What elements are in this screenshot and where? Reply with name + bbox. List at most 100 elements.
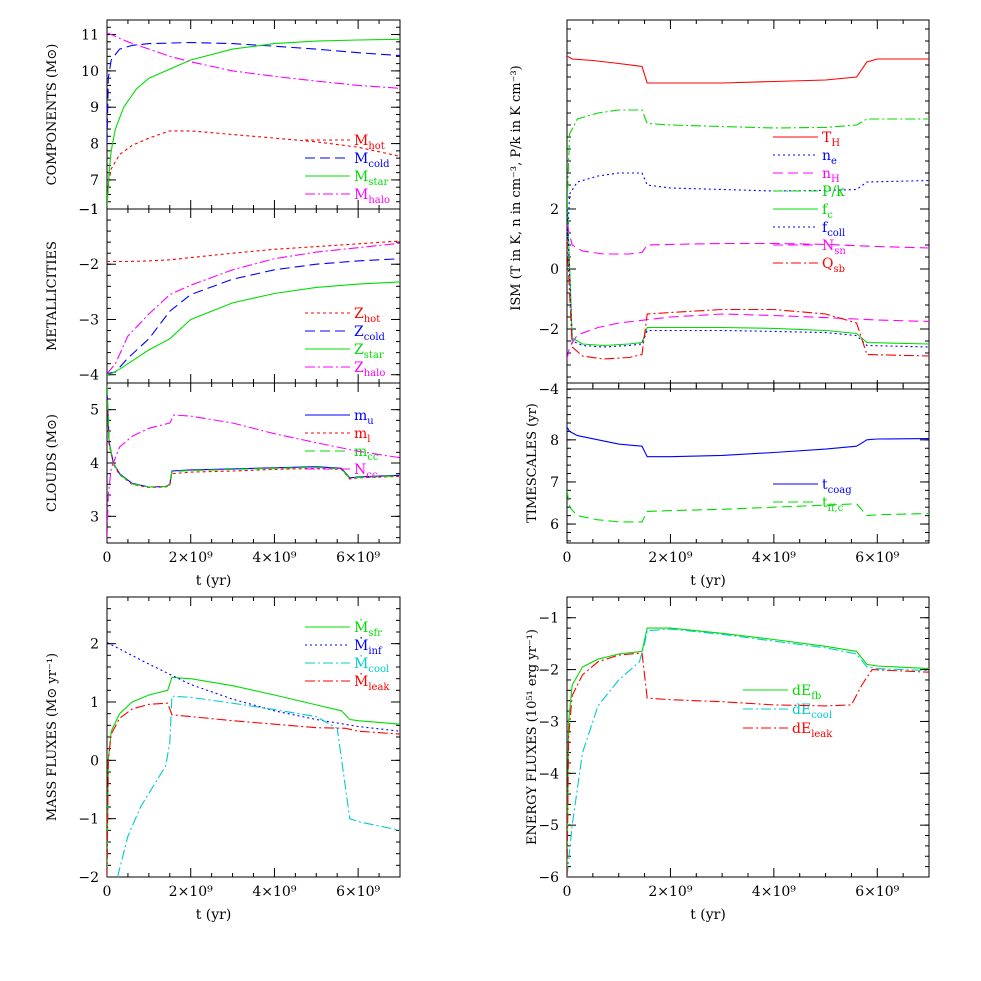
metallicities-legend-entry: Zcold <box>354 324 386 343</box>
ism-ytick-label: 2 <box>550 202 559 218</box>
ism-legend-entry: nH <box>822 166 840 185</box>
energy_fluxes-ytick-label: −6 <box>538 870 559 886</box>
components-panel: 7 8 9 10 11 −1 COMPONENTS (M⊙) MhotMcoldMstarMh… <box>45 19 401 218</box>
energy_fluxes-ytick-label: −3 <box>538 714 559 730</box>
energy_fluxes-ytick-label: −1 <box>538 611 559 627</box>
clouds-legend-entry: ml <box>354 426 370 445</box>
metallicities-ytick-label: −1 <box>78 202 99 218</box>
timescales-legend-entry: tff,c <box>822 495 844 514</box>
components-ytick-label: 9 <box>90 100 99 116</box>
components-ylabel: COMPONENTS (M⊙) <box>45 44 60 186</box>
mass_fluxes-series-mleak <box>107 702 400 877</box>
mass_fluxes-series-mcool <box>116 695 400 877</box>
clouds-series-ml <box>107 393 400 489</box>
mass_fluxes-ytick-label: 0 <box>90 753 99 769</box>
mass_fluxes-ytick-label: 1 <box>90 695 99 711</box>
ism-legend-entry: Qsb <box>822 256 845 275</box>
timescales-panel: 6 7 8 0 2×10⁹ 4×10⁹ 6×10⁹ TIMESCALES (yr) t (yr)… <box>525 382 930 589</box>
clouds-series-ncc <box>107 414 400 538</box>
components-series-mstar <box>107 38 400 206</box>
energy_fluxes-legend-entry: dEfb <box>792 683 821 702</box>
metallicities-ytick-label: −4 <box>78 368 99 384</box>
mass_fluxes-xtick-label: 2×10⁹ <box>169 884 213 900</box>
metallicities-series-zhot <box>107 240 400 263</box>
components-ytick-label: −1 <box>78 202 99 218</box>
components-ytick-label: 11 <box>81 28 99 44</box>
ism-series-fcoll <box>567 208 929 348</box>
ism-ytick-label: −2 <box>538 322 559 338</box>
metallicities-legend-entry: Zhalo <box>354 360 385 379</box>
mass_fluxes-series-msfr <box>107 676 400 877</box>
clouds-xtick-label: 4×10⁹ <box>252 550 296 566</box>
clouds-ytick-label: 4 <box>90 456 99 472</box>
ism-ytick-label: −4 <box>538 382 559 398</box>
timescales-xtick-label: 6×10⁹ <box>855 550 899 566</box>
timescales-ytick-label: 7 <box>550 475 559 491</box>
timescales-ylabel: TIMESCALES (yr) <box>525 403 540 523</box>
ism-legend-entry: TH <box>822 130 840 149</box>
components-ytick-label: 8 <box>90 137 99 153</box>
clouds-series-mcc <box>107 385 400 488</box>
clouds-xtick-label: 0 <box>103 550 112 566</box>
ism-series-qsb <box>567 238 929 360</box>
components-legend-entry: Mhot <box>354 133 385 152</box>
ism-series-th <box>567 55 929 84</box>
energy_fluxes-xtick-label: 0 <box>563 884 572 900</box>
metallicities-series-zstar <box>107 281 400 376</box>
clouds-ytick-label: 3 <box>90 509 99 525</box>
timescales-xtick-label: 0 <box>563 550 572 566</box>
mass_fluxes-ytick-label: −2 <box>78 870 99 886</box>
timescales-xtick-label: 4×10⁹ <box>752 550 796 566</box>
ism-legend-entry: P/k <box>822 184 845 200</box>
clouds-legend-entry: Ncc <box>354 462 378 481</box>
mass_fluxes-legend-entry: Ṁleak <box>354 672 390 693</box>
timescales-series-tcoag <box>567 426 929 458</box>
components-series-mcold <box>107 41 400 144</box>
metallicities-ylabel: METALLICITIES <box>45 241 60 351</box>
metallicities-ytick-label: −2 <box>78 257 99 273</box>
ism-legend-entry: ne <box>822 148 837 167</box>
energy_fluxes-ytick-label: −2 <box>538 663 559 679</box>
mass_fluxes-legend-entry: Ṁcool <box>354 654 389 675</box>
ism-legend-entry: fcoll <box>822 220 845 239</box>
energy_fluxes-panel: −6 −5 −4 −3 −2 −1 0 2×10⁹ 4×10⁹ 6×10⁹ ENERGY FLUXE… <box>525 596 930 923</box>
mass_fluxes-ytick-label: 2 <box>90 637 99 653</box>
metallicities-legend-entry: Zstar <box>354 342 384 361</box>
components-legend-entry: Mcold <box>354 151 390 170</box>
clouds-xlabel: t (yr) <box>196 573 232 589</box>
mass_fluxes-panel: −2 −1 0 1 2 0 2×10⁹ 4×10⁹ 6×10⁹ MASS FLUXES (M⊙ y… <box>45 596 401 923</box>
timescales-ytick-label: 8 <box>550 433 559 449</box>
mass_fluxes-xtick-label: 4×10⁹ <box>252 884 296 900</box>
energy_fluxes-ytick-label: −4 <box>538 766 559 782</box>
energy_fluxes-ylabel: ENERGY FLUXES (10⁵¹ erg yr⁻¹) <box>525 629 540 845</box>
mass_fluxes-ylabel: MASS FLUXES (M⊙ yr⁻¹) <box>45 653 60 821</box>
energy_fluxes-xtick-label: 2×10⁹ <box>648 884 692 900</box>
ism-ylabel: ISM (T in K, n in cm⁻³, P/k in K cm⁻³) <box>509 65 524 311</box>
components-ytick-label: 10 <box>81 64 99 80</box>
ism-series-nsn <box>567 223 929 255</box>
timescales-xtick-label: 2×10⁹ <box>648 550 692 566</box>
timescales-xlabel: t (yr) <box>690 573 726 589</box>
mass_fluxes-xlabel: t (yr) <box>196 907 232 923</box>
mass_fluxes-legend-entry: Ṁinf <box>354 636 383 657</box>
components-ytick-label: 7 <box>90 173 99 189</box>
clouds-panel: 3 4 5 0 2×10⁹ 4×10⁹ 6×10⁹ CLOUDS (M⊙) t (yr) muml… <box>45 382 401 589</box>
energy_fluxes-legend-entry: dEleak <box>792 721 833 740</box>
components-legend-entry: Mstar <box>354 169 388 188</box>
energy_fluxes-xlabel: t (yr) <box>690 907 726 923</box>
ism-legend-entry: fc <box>822 202 833 221</box>
ism-legend-entry: Nsn <box>822 238 846 257</box>
energy_fluxes-xtick-label: 6×10⁹ <box>855 884 899 900</box>
timescales-legend-entry: tcoag <box>822 477 852 496</box>
clouds-ylabel: CLOUDS (M⊙) <box>45 414 60 512</box>
ism-series-fc <box>567 193 929 347</box>
clouds-xtick-label: 2×10⁹ <box>169 550 213 566</box>
components-legend-entry: Mhalo <box>354 187 390 206</box>
clouds-xtick-label: 6×10⁹ <box>336 550 380 566</box>
energy_fluxes-ytick-label: −5 <box>538 818 559 834</box>
metallicities-legend-entry: Zhot <box>354 306 380 325</box>
mass_fluxes-xtick-label: 0 <box>103 884 112 900</box>
components-series-mhot <box>107 130 400 206</box>
